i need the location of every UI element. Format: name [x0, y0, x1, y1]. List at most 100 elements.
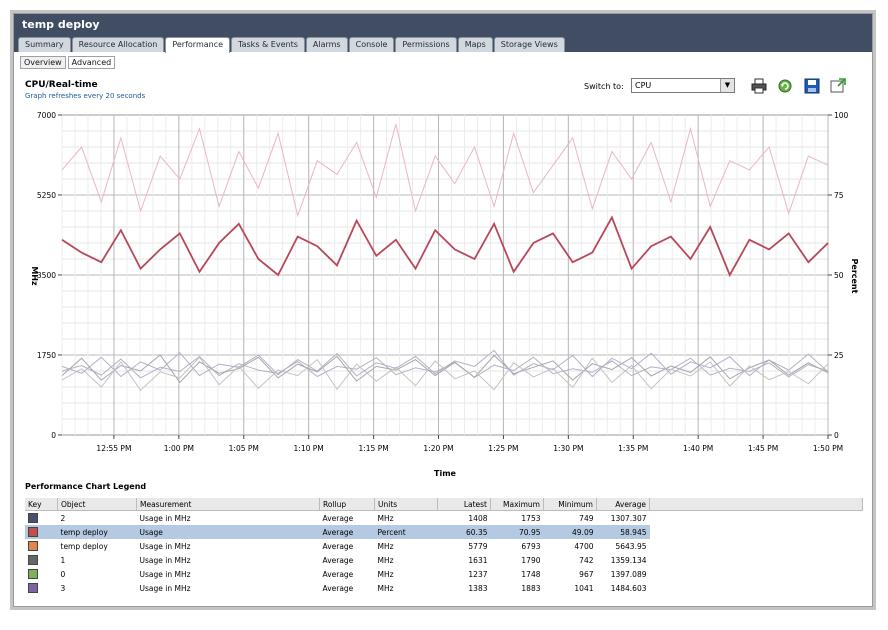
col-object[interactable]: Object: [57, 498, 137, 511]
legend-average: 1307.307: [610, 513, 647, 523]
y-tick-label: 7000: [37, 111, 56, 120]
y2-axis-ticks: 100 75 50 25 0: [828, 111, 849, 440]
col-units[interactable]: Units: [374, 498, 438, 511]
legend-minimum: 742: [579, 555, 594, 565]
x-tick-label: 1:00 PM: [164, 444, 194, 453]
tab-resource-allocation[interactable]: Resource Allocation: [71, 37, 165, 52]
legend-row[interactable]: 2 Usage in MHz Average MHz 1408 1753 749…: [25, 511, 863, 526]
series-line-3: [61, 123, 829, 218]
tab-summary[interactable]: Summary: [18, 37, 71, 52]
cpu-realtime-chart: 7000 5250 3500 1750 0 100 75 50 25 0 12:55 PM 1:0…: [30, 111, 859, 478]
x-tick-label: 1:35 PM: [618, 444, 648, 453]
switch-to-label: Switch to:: [584, 82, 624, 91]
legend-rollup: Average: [322, 513, 354, 523]
legend-header-row: Key Object Measurement Rollup Units Late…: [25, 498, 863, 511]
y-axis-label: MHz: [30, 266, 39, 286]
legend-object: 0: [60, 569, 66, 579]
legend-color-swatch: [28, 527, 38, 537]
tab-storage-views[interactable]: Storage Views: [493, 37, 565, 52]
legend-object: temp deploy: [60, 541, 108, 551]
col-average[interactable]: Average: [596, 498, 650, 511]
y2-tick-label: 25: [834, 351, 844, 360]
popout-chart-icon[interactable]: [830, 78, 846, 94]
tab-tasks-events[interactable]: Tasks & Events: [231, 37, 305, 52]
legend-latest: 5779: [468, 541, 488, 551]
tab-permissions[interactable]: Permissions: [395, 37, 457, 52]
col-key[interactable]: Key: [25, 498, 58, 511]
legend-average: 1359.134: [610, 555, 647, 565]
legend-average: 1397.089: [610, 569, 647, 579]
col-measurement[interactable]: Measurement: [136, 498, 320, 511]
tab-alarms[interactable]: Alarms: [305, 37, 348, 52]
refresh-icon[interactable]: [777, 78, 793, 94]
screenshot-frame: temp deploy Summary Resource Allocation …: [10, 10, 876, 610]
legend-units: MHz: [377, 541, 394, 551]
series-line-2: [61, 215, 829, 278]
legend-units: MHz: [377, 513, 394, 523]
y-tick-label: 0: [51, 431, 56, 440]
series-line-6: [61, 349, 829, 378]
switch-to-select[interactable]: CPU ▼: [631, 78, 735, 93]
legend-average: 1484.603: [610, 583, 647, 593]
legend-average: 5643.95: [615, 541, 647, 551]
legend-table: Key Object Measurement Rollup Units Late…: [25, 498, 863, 595]
legend-maximum: 6793: [521, 541, 541, 551]
chart-title: CPU/Real-time: [25, 80, 98, 90]
legend-color-swatch: [28, 569, 38, 579]
chevron-down-icon[interactable]: ▼: [720, 79, 734, 92]
legend-minimum: 1041: [574, 583, 594, 593]
col-maximum[interactable]: Maximum: [490, 498, 544, 511]
legend-rollup: Average: [319, 525, 375, 539]
col-minimum[interactable]: Minimum: [543, 498, 597, 511]
legend-maximum: 1748: [521, 569, 541, 579]
legend-latest: 1237: [468, 569, 488, 579]
x-tick-label: 1:10 PM: [294, 444, 324, 453]
legend-minimum: 4700: [574, 541, 594, 551]
series-line-5: [61, 356, 829, 391]
floppy-disk-icon[interactable]: [804, 78, 820, 94]
col-rollup[interactable]: Rollup: [319, 498, 375, 511]
tab-strip: Summary Resource Allocation Performance …: [18, 37, 565, 53]
advanced-button[interactable]: Advanced: [67, 56, 116, 69]
legend-latest: 1383: [468, 583, 488, 593]
y2-tick-label: 0: [834, 431, 839, 440]
legend-latest: 1408: [468, 513, 488, 523]
legend-row[interactable]: 3 Usage in MHz Average MHz 1383 1883 104…: [25, 581, 863, 595]
legend-measurement: Usage in MHz: [139, 555, 191, 565]
legend-units: Percent: [374, 525, 438, 539]
window-title: temp deploy: [22, 18, 100, 31]
legend-color-swatch: [28, 555, 38, 565]
legend-color-swatch: [28, 513, 38, 523]
chart-grid: [61, 115, 829, 435]
x-tick-label: 12:55 PM: [96, 444, 131, 453]
legend-latest: 1631: [468, 555, 488, 565]
y2-tick-label: 100: [834, 111, 849, 120]
legend-measurement: Usage in MHz: [139, 583, 191, 593]
legend-row[interactable]: 0 Usage in MHz Average MHz 1237 1748 967…: [25, 567, 863, 581]
overview-button[interactable]: Overview: [20, 56, 66, 69]
x-tick-label: 1:05 PM: [229, 444, 259, 453]
legend-row[interactable]: 1 Usage in MHz Average MHz 1631 1790 742…: [25, 553, 863, 567]
refresh-note: Graph refreshes every 20 seconds: [25, 92, 146, 100]
col-latest[interactable]: Latest: [437, 498, 491, 511]
legend-measurement: Usage: [136, 525, 320, 539]
tab-maps[interactable]: Maps: [457, 37, 493, 52]
tab-performance[interactable]: Performance: [165, 37, 231, 53]
printer-icon[interactable]: [751, 78, 767, 94]
view-toggle: Overview Advanced: [20, 56, 116, 69]
legend-maximum: 1753: [521, 513, 541, 523]
legend-rollup: Average: [322, 541, 354, 551]
x-tick-label: 1:50 PM: [813, 444, 843, 453]
legend-rollup: Average: [322, 583, 354, 593]
legend-average: 58.945: [596, 525, 650, 539]
legend-row-selected[interactable]: temp deploy Usage Average Percent 60.35 …: [25, 525, 863, 539]
legend-minimum: 49.09: [543, 525, 597, 539]
x-tick-label: 1:40 PM: [683, 444, 713, 453]
legend-measurement: Usage in MHz: [139, 513, 191, 523]
legend-row[interactable]: temp deploy Usage in MHz Average MHz 577…: [25, 539, 863, 553]
x-axis-label: Time: [434, 469, 457, 478]
tab-console[interactable]: Console: [348, 37, 395, 52]
y2-tick-label: 75: [834, 191, 844, 200]
col-spacer: [649, 498, 863, 511]
legend-color-swatch: [28, 583, 38, 593]
